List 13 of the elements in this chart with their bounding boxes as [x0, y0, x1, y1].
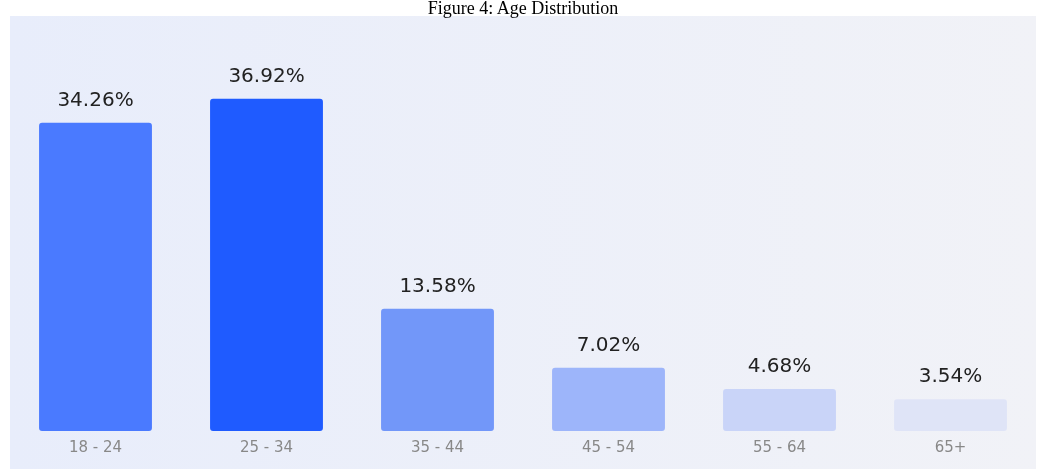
- chart-title: Figure 4: Age Distribution: [426, 0, 620, 18]
- data-label: 7.02%: [576, 332, 641, 357]
- data-label: 13.58%: [399, 272, 476, 297]
- x-tick-label: 35 - 44: [410, 437, 465, 456]
- data-label: 34.26%: [57, 86, 134, 111]
- data-label: 3.54%: [918, 363, 983, 388]
- data-label: 4.68%: [747, 353, 812, 378]
- x-tick-label: 25 - 34: [239, 437, 294, 456]
- x-tick-label: 18 - 24: [68, 437, 123, 456]
- x-tick-label: 55 - 64: [752, 437, 807, 456]
- x-tick-label: 65+: [934, 437, 967, 456]
- data-label: 36.92%: [228, 62, 305, 87]
- x-tick-label: 45 - 54: [581, 437, 636, 456]
